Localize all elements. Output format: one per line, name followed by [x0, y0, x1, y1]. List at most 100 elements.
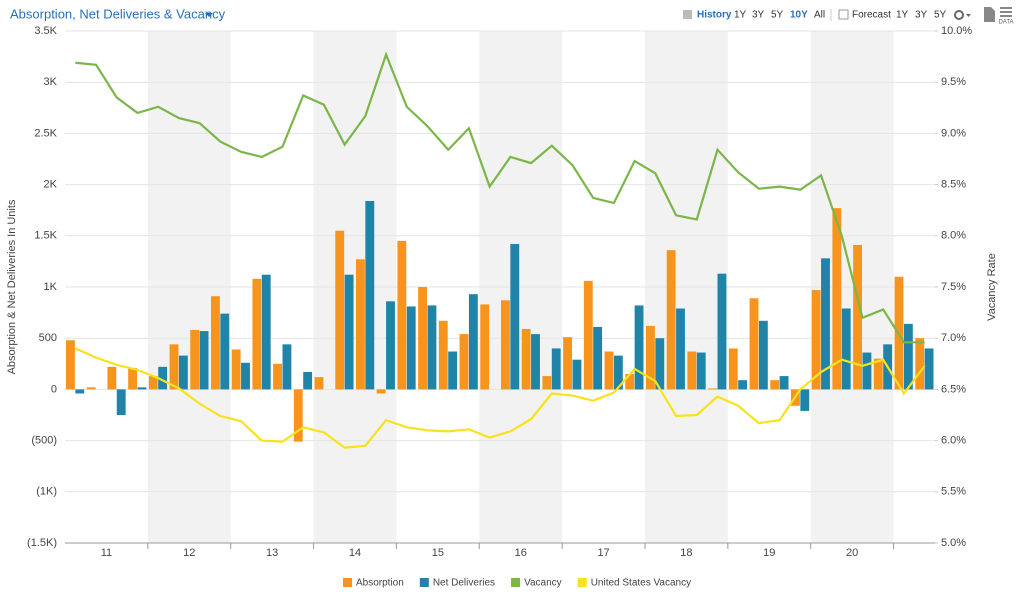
range-button[interactable]: 3Y — [752, 10, 765, 21]
forecast-checkbox[interactable] — [838, 9, 849, 20]
x-tick-label: 20 — [846, 547, 858, 559]
y-tick-label: 0 — [51, 383, 57, 395]
line — [74, 347, 926, 449]
data-icon[interactable] — [1000, 7, 1012, 9]
bar — [303, 371, 313, 390]
bar — [468, 294, 478, 390]
range-button[interactable]: 1Y — [896, 10, 909, 21]
bar — [335, 230, 345, 390]
bar — [551, 348, 561, 390]
y-tick-label: (1K) — [36, 486, 57, 498]
bar — [199, 331, 209, 390]
bar — [448, 351, 458, 390]
legend-swatch — [511, 578, 521, 587]
settings-icon[interactable] — [954, 10, 964, 20]
pdf-icon[interactable] — [984, 7, 995, 22]
title-caret[interactable] — [205, 13, 213, 17]
range-button[interactable]: All — [814, 10, 825, 21]
y2-tick-label: 8.0% — [941, 230, 966, 242]
y2-tick-label: 5.0% — [941, 537, 966, 549]
y-tick-label: (500) — [31, 435, 57, 447]
bar — [873, 358, 883, 390]
y2-tick-label: 8.5% — [941, 179, 966, 191]
bar — [427, 305, 437, 390]
legend-label: Net Deliveries — [433, 578, 495, 589]
bar — [365, 200, 375, 390]
history-toggle[interactable]: History — [697, 10, 732, 21]
bar — [66, 340, 75, 390]
x-tick-label: 17 — [597, 547, 609, 559]
y2-tick-label: 5.5% — [941, 486, 966, 498]
bar — [169, 344, 179, 390]
bar — [841, 308, 851, 390]
bar — [293, 389, 303, 442]
range-button[interactable]: 3Y — [915, 10, 928, 21]
x-tick-label: 11 — [101, 547, 112, 559]
history-checkbox[interactable] — [683, 10, 692, 19]
bar — [676, 308, 685, 390]
bar — [190, 330, 200, 390]
bar — [687, 351, 697, 390]
bar — [749, 298, 759, 390]
y-axis-label: Absorption & Net Deliveries In Units — [6, 199, 18, 374]
chart-title[interactable]: Absorption, Net Deliveries & Vacancy — [10, 6, 226, 21]
x-tick-label: 16 — [515, 547, 527, 559]
bar — [282, 344, 292, 390]
bar — [738, 380, 748, 390]
settings-caret[interactable] — [966, 14, 971, 17]
y-tick-label: 2.5K — [34, 127, 57, 139]
data-icon[interactable] — [1000, 15, 1012, 17]
bar — [770, 380, 780, 390]
line — [75, 51, 925, 344]
bar — [86, 387, 96, 390]
legend-label: Absorption — [356, 578, 404, 589]
bar — [903, 323, 913, 390]
range-button[interactable]: 5Y — [934, 10, 947, 21]
range-button[interactable]: 5Y — [771, 10, 784, 21]
bar — [613, 355, 623, 390]
bar — [356, 259, 365, 390]
y-tick-label: 3.5K — [34, 25, 57, 37]
x-tick-label: 14 — [349, 547, 361, 559]
bar — [593, 326, 603, 390]
bar — [708, 388, 717, 390]
data-button[interactable]: DATA — [998, 20, 1013, 26]
legend-label: United States Vacancy — [591, 578, 691, 589]
x-tick-label: 18 — [680, 547, 692, 559]
bar — [563, 337, 572, 390]
bar — [438, 320, 448, 390]
bar — [510, 243, 520, 390]
bar — [75, 389, 85, 394]
y-tick-label: 1K — [44, 281, 58, 293]
bar — [811, 290, 821, 390]
y2-tick-label: 7.0% — [941, 332, 966, 344]
y2-tick-label: 6.0% — [941, 435, 966, 447]
bar — [666, 250, 676, 390]
bar — [728, 348, 738, 390]
bar — [853, 245, 862, 390]
bar — [406, 306, 416, 390]
bar — [107, 366, 117, 390]
bar — [128, 367, 137, 390]
y-tick-label: 1.5K — [34, 230, 57, 242]
range-button[interactable]: 10Y — [790, 10, 808, 21]
y2-axis-label: Vacancy Rate — [986, 253, 998, 321]
bar — [220, 313, 230, 390]
x-tick-label: 13 — [266, 547, 278, 559]
bar — [480, 304, 490, 390]
legend-swatch — [419, 578, 429, 587]
bar — [821, 258, 830, 390]
bar — [178, 355, 188, 390]
bar — [252, 278, 262, 390]
data-icon[interactable] — [1000, 11, 1012, 13]
bar — [646, 325, 655, 390]
forecast-toggle[interactable]: Forecast — [852, 10, 891, 21]
bar — [314, 377, 324, 390]
bar — [862, 352, 872, 390]
bar — [459, 334, 469, 390]
y-tick-label: 500 — [39, 332, 57, 344]
range-button[interactable]: 1Y — [734, 10, 747, 21]
bar — [696, 352, 706, 390]
bar — [625, 374, 635, 390]
